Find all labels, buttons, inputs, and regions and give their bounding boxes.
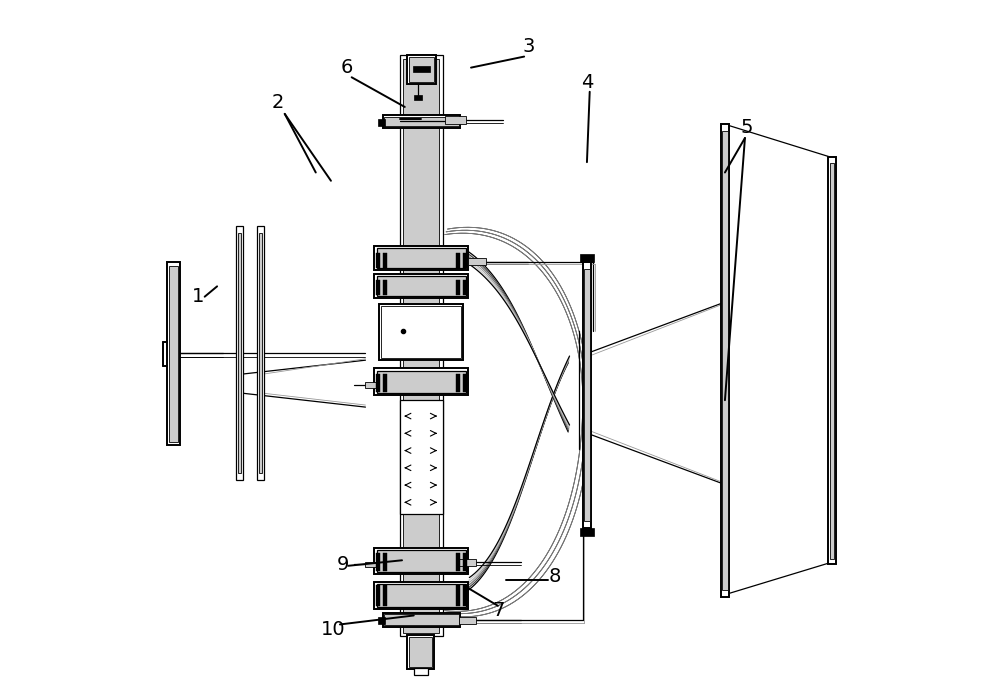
Bar	[378, 617, 385, 624]
Bar	[456, 374, 460, 392]
Bar	[236, 226, 243, 480]
Text: 10: 10	[321, 620, 345, 639]
Bar	[584, 269, 590, 521]
Bar	[456, 553, 460, 571]
Bar	[377, 584, 466, 607]
Bar	[377, 276, 466, 296]
Bar	[583, 262, 591, 528]
Bar	[376, 553, 380, 571]
Bar	[459, 617, 476, 624]
Bar	[374, 274, 468, 298]
Bar	[376, 585, 380, 606]
Bar	[456, 280, 460, 295]
Bar	[828, 157, 836, 564]
Bar	[169, 266, 178, 442]
Bar	[407, 55, 436, 84]
Bar	[830, 163, 834, 559]
Bar	[383, 280, 387, 295]
Bar	[463, 253, 467, 268]
Bar	[257, 226, 264, 480]
Bar	[468, 258, 486, 265]
Text: 9: 9	[336, 555, 349, 574]
Bar	[376, 374, 380, 392]
Bar	[167, 262, 180, 445]
Bar	[383, 553, 387, 571]
Bar	[722, 131, 728, 590]
Bar	[383, 585, 387, 606]
Bar	[721, 124, 729, 597]
Bar	[374, 246, 468, 270]
Text: 8: 8	[549, 566, 561, 586]
Bar	[383, 115, 460, 128]
Bar	[407, 635, 434, 669]
Bar	[409, 57, 434, 82]
Bar	[374, 368, 468, 395]
Bar	[365, 562, 376, 567]
Bar	[374, 548, 468, 574]
Bar	[456, 253, 460, 268]
Bar	[463, 280, 467, 295]
Bar	[383, 253, 387, 268]
Bar	[413, 66, 430, 72]
Text: 3: 3	[523, 37, 535, 57]
Bar	[377, 248, 466, 268]
Bar	[580, 254, 594, 262]
Bar	[374, 582, 468, 609]
Bar	[414, 668, 428, 675]
Bar	[383, 374, 387, 392]
Text: 1: 1	[192, 287, 204, 306]
Text: 6: 6	[341, 58, 353, 77]
Text: 2: 2	[272, 92, 284, 112]
Bar	[377, 371, 466, 393]
Bar	[414, 95, 422, 100]
Bar	[463, 553, 467, 571]
Text: 5: 5	[741, 118, 753, 137]
Text: 7: 7	[492, 601, 505, 620]
Bar	[259, 233, 262, 473]
Bar	[400, 55, 443, 636]
Bar	[381, 306, 461, 358]
Bar	[459, 559, 476, 566]
Text: 4: 4	[581, 73, 594, 92]
Bar	[378, 119, 385, 126]
Bar	[384, 614, 459, 625]
Bar	[383, 613, 460, 627]
Bar	[463, 585, 467, 606]
Bar	[377, 550, 466, 572]
Bar	[580, 528, 594, 536]
Bar	[456, 585, 460, 606]
Bar	[365, 382, 376, 388]
Bar	[384, 117, 459, 126]
Bar	[400, 400, 443, 514]
Bar	[376, 253, 380, 268]
Bar	[238, 233, 241, 473]
Bar	[376, 280, 380, 295]
Bar	[379, 304, 463, 360]
Bar	[409, 637, 432, 667]
Bar	[403, 59, 439, 633]
Bar	[445, 116, 466, 124]
Bar	[463, 374, 467, 392]
